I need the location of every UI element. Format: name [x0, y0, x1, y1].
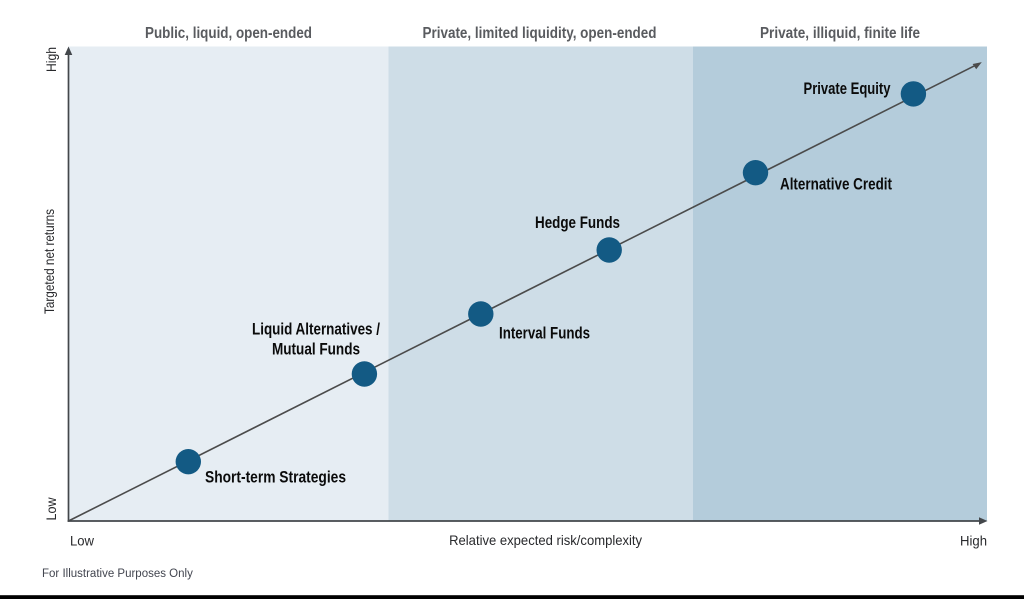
svg-text:Low: Low — [43, 497, 59, 521]
svg-text:Private Equity: Private Equity — [804, 80, 892, 98]
svg-text:High: High — [43, 47, 59, 72]
svg-text:High: High — [960, 533, 987, 549]
svg-text:Mutual Funds: Mutual Funds — [272, 341, 360, 359]
svg-text:Short-term Strategies: Short-term Strategies — [205, 469, 346, 487]
svg-text:Liquid Alternatives /: Liquid Alternatives / — [252, 321, 380, 339]
svg-text:Private, limited liquidity, op: Private, limited liquidity, open-ended — [423, 25, 657, 42]
svg-text:For Illustrative Purposes Only: For Illustrative Purposes Only — [42, 568, 193, 580]
svg-text:Hedge Funds: Hedge Funds — [535, 214, 620, 232]
svg-text:Relative expected risk/complex: Relative expected risk/complexity — [449, 532, 642, 548]
svg-text:Alternative Credit: Alternative Credit — [780, 176, 892, 194]
svg-text:Private, illiquid, finite life: Private, illiquid, finite life — [760, 25, 920, 42]
svg-text:Targeted net returns: Targeted net returns — [41, 209, 57, 314]
svg-text:Interval Funds: Interval Funds — [499, 325, 590, 343]
svg-text:Public, liquid, open-ended: Public, liquid, open-ended — [145, 25, 312, 42]
svg-text:Low: Low — [70, 533, 95, 549]
